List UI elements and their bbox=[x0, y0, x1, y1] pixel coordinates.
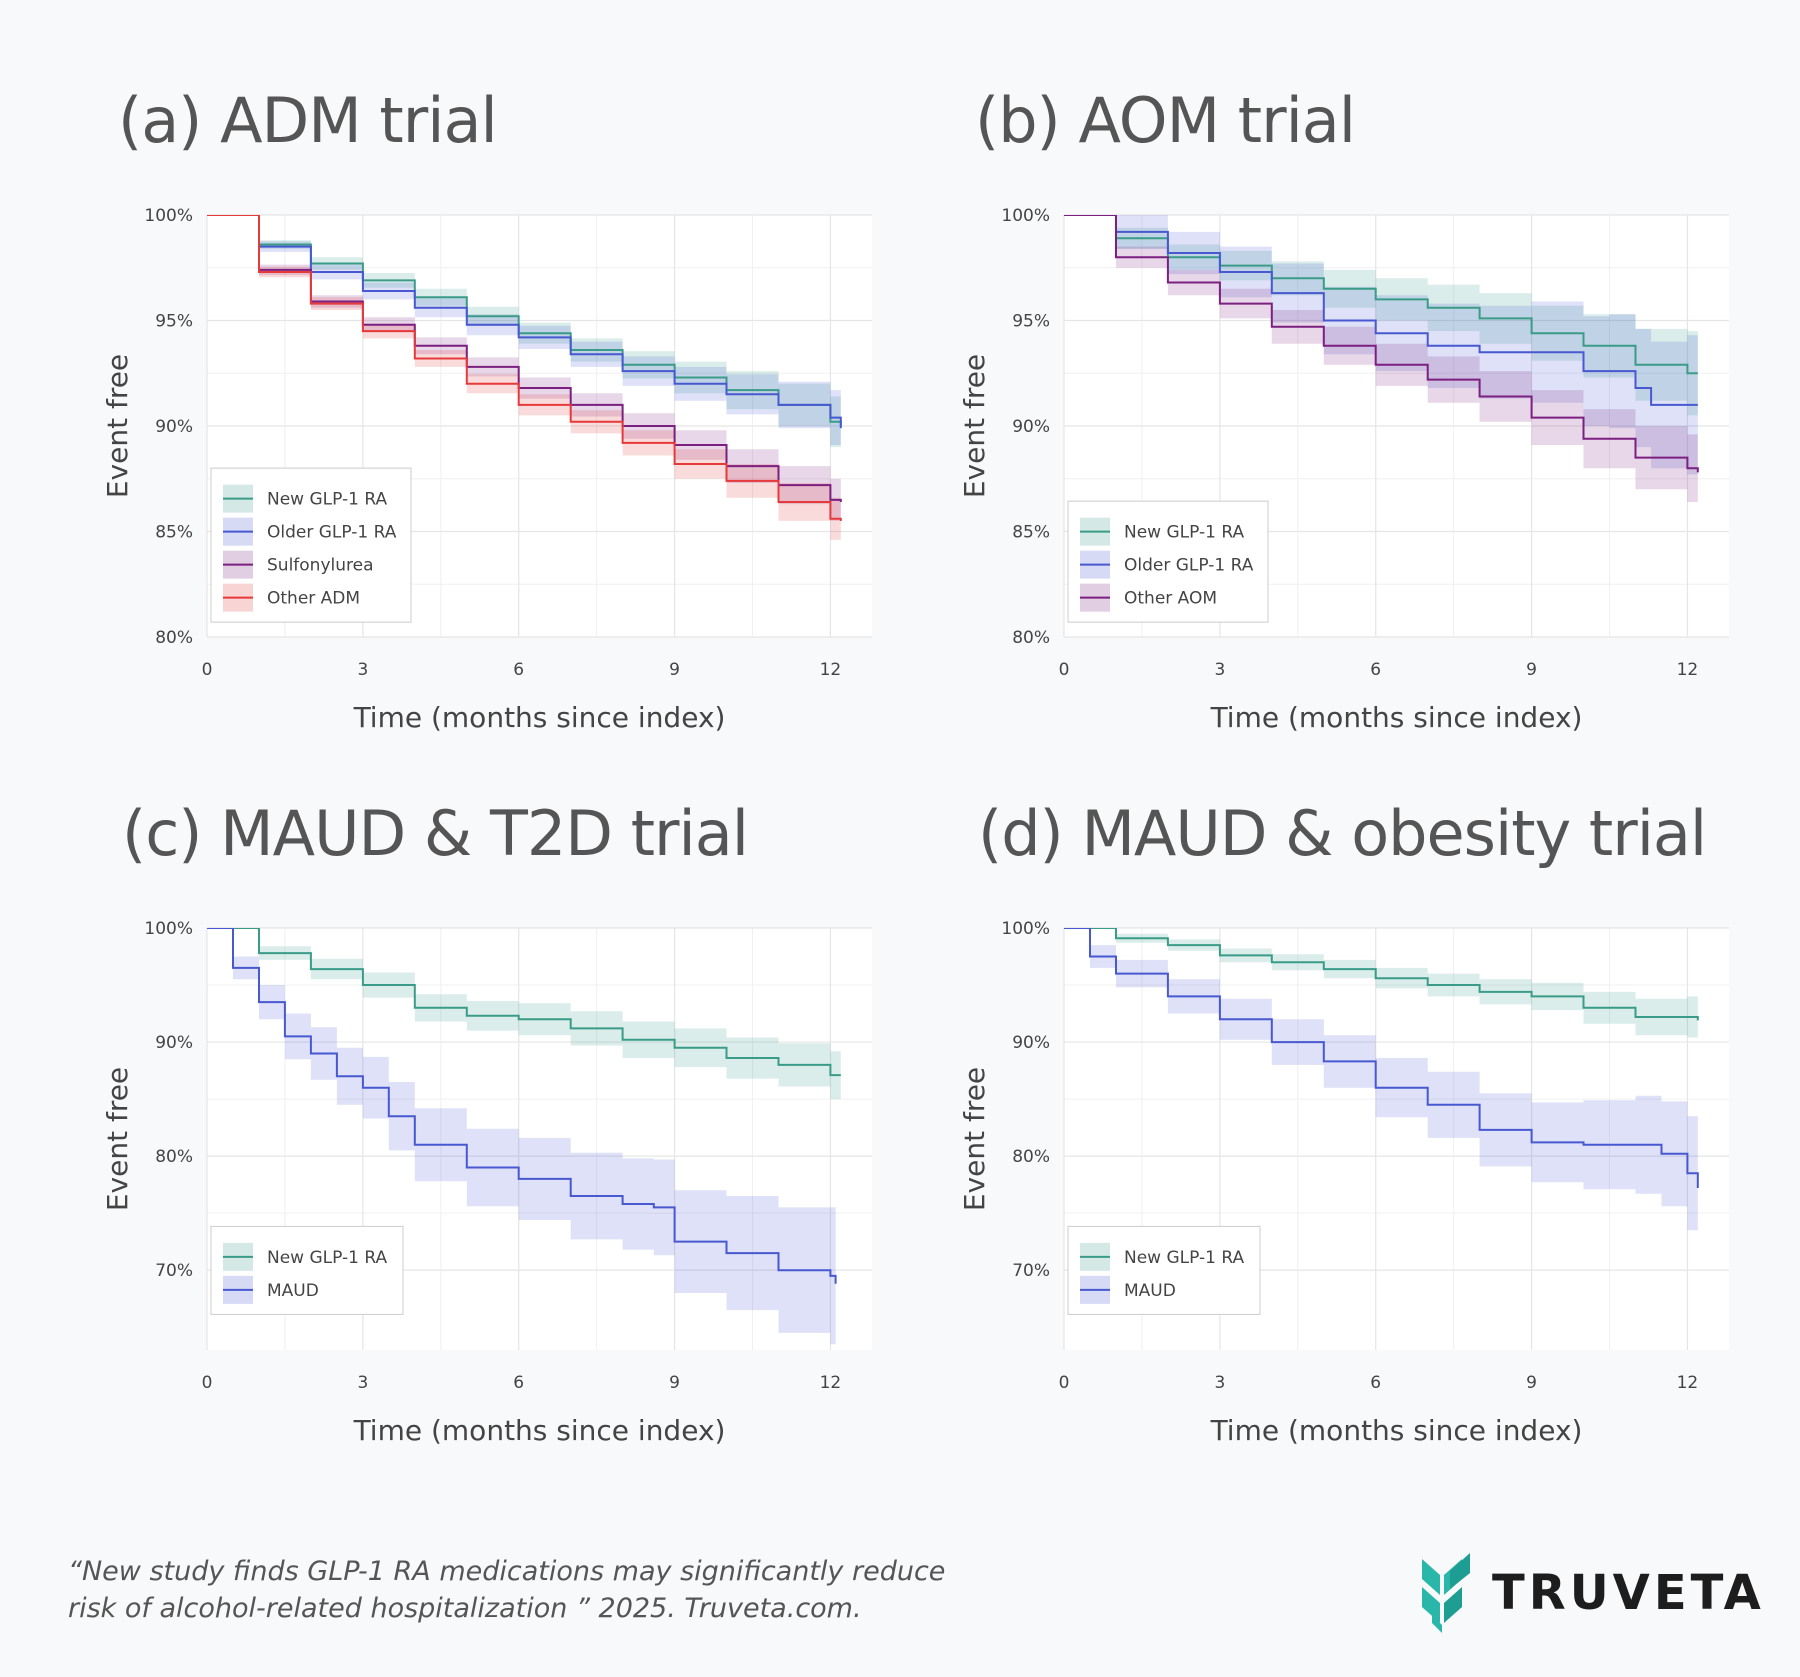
y-tick-label: 70% bbox=[1012, 1261, 1050, 1281]
x-tick-label: 12 bbox=[820, 660, 842, 680]
legend-box bbox=[1067, 1225, 1261, 1315]
series-line bbox=[207, 928, 841, 1077]
x-axis-title: Time (months since index) bbox=[1210, 701, 1583, 734]
legend-label[interactable]: Other AOM bbox=[1124, 589, 1217, 609]
y-tick-label: 100% bbox=[1001, 919, 1050, 939]
y-tick-label: 80% bbox=[1012, 628, 1050, 648]
legend[interactable]: New GLP-1 RA MAUD bbox=[210, 1225, 404, 1315]
legend-label[interactable]: MAUD bbox=[1124, 1281, 1176, 1301]
y-tick-label: 95% bbox=[1012, 312, 1050, 332]
x-tick-label: 6 bbox=[513, 1373, 524, 1393]
x-tick-label: 9 bbox=[669, 1373, 680, 1393]
truveta-chevron-icon bbox=[1422, 1553, 1470, 1633]
x-tick-label: 3 bbox=[1214, 1373, 1225, 1393]
legend-label[interactable]: New GLP-1 RA bbox=[267, 1248, 387, 1268]
chart-d: 0 3 6 9 12 70% 80% 90% 100% Time (months since in… bbox=[958, 919, 1729, 1447]
truveta-brand: TRUVETA bbox=[1418, 1545, 1761, 1635]
x-tick-label: 6 bbox=[513, 660, 524, 680]
legend-box bbox=[1067, 500, 1269, 623]
y-tick-label: 85% bbox=[155, 523, 193, 543]
ci-band bbox=[207, 215, 841, 545]
ci-band bbox=[207, 928, 836, 1350]
y-axis-title: Event free bbox=[958, 354, 991, 498]
x-axis-title: Time (months since index) bbox=[1210, 1414, 1583, 1447]
ci-band bbox=[1064, 215, 1698, 477]
series-line bbox=[1064, 215, 1698, 406]
ci-band bbox=[1064, 928, 1698, 1251]
y-tick-label: 70% bbox=[155, 1261, 193, 1281]
y-tick-label: 80% bbox=[1012, 1147, 1050, 1167]
series-line bbox=[1064, 928, 1699, 1021]
series-line bbox=[207, 215, 842, 429]
ci-band bbox=[207, 215, 841, 526]
x-axis-title: Time (months since index) bbox=[353, 701, 726, 734]
x-tick-label: 12 bbox=[1677, 1373, 1699, 1393]
y-axis-title: Event free bbox=[958, 1067, 991, 1211]
legend-label[interactable]: Older GLP-1 RA bbox=[267, 523, 397, 543]
x-tick-label: 0 bbox=[202, 1373, 213, 1393]
y-tick-label: 90% bbox=[155, 417, 193, 437]
x-tick-label: 3 bbox=[1214, 660, 1225, 680]
ci-band bbox=[207, 928, 841, 1100]
y-tick-label: 85% bbox=[1012, 523, 1050, 543]
legend-label[interactable]: Other ADM bbox=[267, 589, 360, 609]
brand-name: TRUVETA bbox=[1492, 1565, 1765, 1621]
panel-b-title: (b) AOM trial bbox=[975, 84, 1356, 157]
x-tick-label: 3 bbox=[357, 660, 368, 680]
panel-d-title: (d) MAUD & obesity trial bbox=[978, 797, 1707, 870]
x-tick-label: 12 bbox=[1677, 660, 1699, 680]
citation-line-2: risk of alcohol-related hospitalization … bbox=[68, 1593, 862, 1624]
y-tick-label: 100% bbox=[144, 206, 193, 226]
series-line bbox=[1064, 215, 1699, 473]
legend-label[interactable]: New GLP-1 RA bbox=[1124, 523, 1244, 543]
y-tick-label: 90% bbox=[1012, 417, 1050, 437]
legend-label[interactable]: New GLP-1 RA bbox=[267, 490, 387, 510]
legend-label[interactable]: New GLP-1 RA bbox=[1124, 1248, 1244, 1268]
series-line bbox=[207, 928, 837, 1284]
series-line bbox=[207, 215, 842, 521]
legend-label[interactable]: Sulfonylurea bbox=[267, 556, 374, 576]
x-tick-label: 3 bbox=[357, 1373, 368, 1393]
legend-label[interactable]: Older GLP-1 RA bbox=[1124, 556, 1254, 576]
chart-b: 0 3 6 9 12 80% 85% 90% 95% 100% Time (months since… bbox=[958, 206, 1729, 734]
ci-band bbox=[1064, 215, 1698, 507]
series-line bbox=[1064, 928, 1699, 1188]
x-tick-label: 6 bbox=[1370, 660, 1381, 680]
x-tick-label: 0 bbox=[202, 660, 213, 680]
x-tick-label: 9 bbox=[1526, 660, 1537, 680]
citation-line-1: “New study finds GLP-1 RA medications ma… bbox=[68, 1556, 946, 1587]
x-tick-label: 0 bbox=[1059, 660, 1070, 680]
ci-band bbox=[207, 215, 841, 458]
chart-c: 0 3 6 9 12 70% 80% 90% 100% Time (months since in… bbox=[101, 919, 872, 1447]
y-axis-title: Event free bbox=[101, 1067, 134, 1211]
x-tick-label: 9 bbox=[669, 660, 680, 680]
citation: “New study finds GLP-1 RA medications ma… bbox=[68, 1553, 968, 1627]
ci-band bbox=[207, 215, 841, 454]
x-tick-label: 0 bbox=[1059, 1373, 1070, 1393]
series-line bbox=[207, 215, 842, 502]
legend-box bbox=[210, 467, 412, 623]
legend[interactable]: New GLP-1 RA MAUD bbox=[1067, 1225, 1261, 1315]
x-tick-label: 12 bbox=[820, 1373, 842, 1393]
y-tick-label: 95% bbox=[155, 312, 193, 332]
y-tick-label: 90% bbox=[155, 1033, 193, 1053]
x-tick-label: 9 bbox=[1526, 1373, 1537, 1393]
chart-a: 0 3 6 9 12 80% 85% 90% 95% 100% Time (months since… bbox=[101, 206, 872, 734]
legend[interactable]: New GLP-1 RA Older GLP-1 RA Other AOM bbox=[1067, 500, 1269, 623]
x-axis-title: Time (months since index) bbox=[353, 1414, 726, 1447]
panel-a-title: (a) ADM trial bbox=[118, 84, 498, 157]
y-tick-label: 80% bbox=[155, 1147, 193, 1167]
y-tick-label: 100% bbox=[144, 919, 193, 939]
panel-c-title: (c) MAUD & T2D trial bbox=[122, 797, 749, 870]
x-tick-label: 6 bbox=[1370, 1373, 1381, 1393]
legend-label[interactable]: MAUD bbox=[267, 1281, 319, 1301]
y-tick-label: 100% bbox=[1001, 206, 1050, 226]
legend-box bbox=[210, 1225, 404, 1315]
y-tick-label: 90% bbox=[1012, 1033, 1050, 1053]
y-axis-title: Event free bbox=[101, 354, 134, 498]
series-line bbox=[1064, 215, 1698, 375]
y-tick-label: 80% bbox=[155, 628, 193, 648]
legend[interactable]: New GLP-1 RA Older GLP-1 RA Sulfonylurea Ot… bbox=[210, 467, 412, 623]
